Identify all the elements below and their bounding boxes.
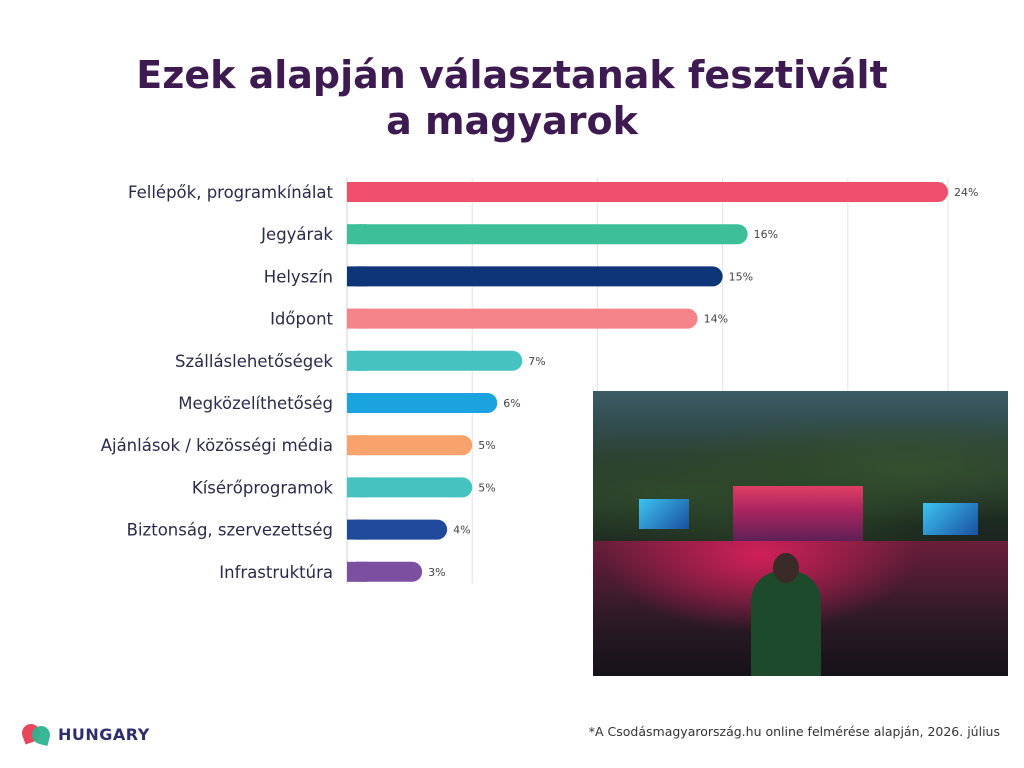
bar-base bbox=[347, 561, 367, 582]
category-label: Helyszín bbox=[264, 267, 333, 286]
value-label: 16% bbox=[754, 228, 778, 241]
category-label: Megközelíthetőség bbox=[178, 394, 333, 413]
value-label: 6% bbox=[503, 397, 520, 410]
bar bbox=[347, 350, 523, 371]
bar bbox=[347, 393, 498, 413]
category-label: Szálláslehetőségek bbox=[175, 352, 333, 371]
bar-base bbox=[347, 393, 367, 413]
category-label: Infrastruktúra bbox=[219, 563, 333, 582]
bar-base bbox=[347, 182, 367, 202]
hungary-logo-icon bbox=[19, 721, 53, 747]
value-label: 3% bbox=[428, 566, 445, 579]
value-label: 15% bbox=[729, 270, 753, 283]
title-line-1: Ezek alapján választanak fesztivált bbox=[136, 53, 888, 97]
category-label: Biztonság, szervezettség bbox=[127, 521, 333, 540]
bar-base bbox=[347, 435, 367, 456]
bar-base bbox=[347, 519, 367, 540]
bar bbox=[347, 435, 473, 456]
bar-base bbox=[347, 477, 367, 498]
bar-base bbox=[347, 350, 367, 371]
bar-base bbox=[347, 308, 367, 329]
bar bbox=[347, 477, 473, 498]
footnote: *A Csodásmagyarország.hu online felmérés… bbox=[588, 724, 1000, 739]
value-label: 5% bbox=[478, 481, 495, 494]
festival-photo bbox=[593, 391, 1008, 676]
photo-person bbox=[751, 571, 821, 676]
bar bbox=[347, 224, 748, 245]
value-label: 7% bbox=[528, 355, 545, 368]
bar-chart: Fellépők, programkínálat 24% Jegyárak 16% He… bbox=[101, 178, 978, 584]
photo-stage bbox=[733, 486, 863, 546]
photo-screen-right bbox=[923, 503, 978, 535]
category-label: Ajánlások / közösségi média bbox=[101, 436, 333, 455]
category-label: Fellépők, programkínálat bbox=[128, 183, 334, 202]
page-title: Ezek alapján választanak fesztivált a ma… bbox=[0, 52, 1024, 144]
bar-base bbox=[347, 224, 367, 245]
category-label: Kísérőprogramok bbox=[192, 478, 334, 497]
bar bbox=[347, 182, 948, 202]
photo-screen-left bbox=[639, 499, 689, 529]
photo-person-head bbox=[773, 553, 799, 583]
bar bbox=[347, 308, 698, 329]
bar bbox=[347, 266, 723, 287]
bar bbox=[347, 519, 448, 540]
category-label: Időpont bbox=[270, 310, 333, 329]
value-label: 14% bbox=[704, 313, 728, 326]
value-label: 4% bbox=[453, 524, 470, 537]
hungary-logo: HUNGARY bbox=[19, 721, 150, 747]
category-label: Jegyárak bbox=[260, 225, 333, 244]
title-line-2: a magyarok bbox=[386, 99, 638, 143]
logo-text: HUNGARY bbox=[58, 724, 150, 744]
bar-base bbox=[347, 266, 367, 287]
value-label: 5% bbox=[478, 439, 495, 452]
value-label: 24% bbox=[954, 186, 978, 199]
